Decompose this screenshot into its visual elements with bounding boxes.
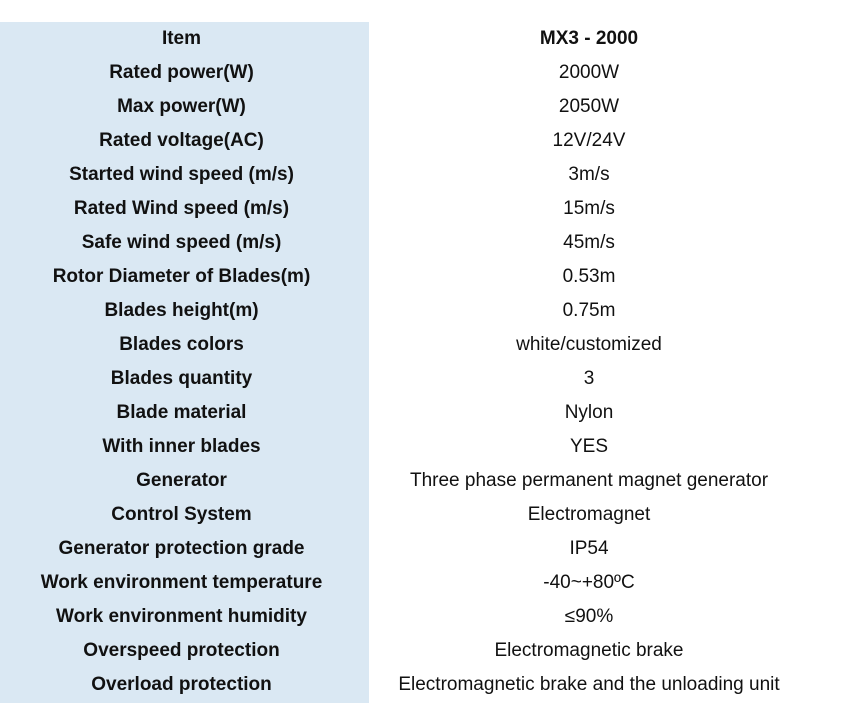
table-row: Rated Wind speed (m/s) 15m/s bbox=[0, 192, 851, 226]
row-label: Rated voltage(AC) bbox=[99, 130, 264, 151]
table-row: Blades quantity 3 bbox=[0, 362, 851, 396]
table-row: Started wind speed (m/s) 3m/s bbox=[0, 158, 851, 192]
row-value: 3m/s bbox=[568, 164, 610, 185]
row-label: Max power(W) bbox=[117, 96, 246, 117]
table-row: Blades colors white/customized bbox=[0, 328, 851, 362]
row-value: 15m/s bbox=[563, 198, 615, 219]
row-value: 0.75m bbox=[562, 300, 616, 321]
table-row: Generator protection grade IP54 bbox=[0, 532, 851, 566]
row-value: Three phase permanent magnet generator bbox=[409, 470, 769, 491]
row-value: 2000W bbox=[558, 62, 620, 83]
row-label: Generator protection grade bbox=[58, 538, 305, 559]
row-label: Blade material bbox=[116, 402, 247, 423]
row-label: Work environment temperature bbox=[40, 572, 323, 593]
row-label: Rated Wind speed (m/s) bbox=[73, 198, 290, 219]
row-value: 3 bbox=[583, 368, 595, 389]
row-value: YES bbox=[569, 436, 609, 457]
row-value: 45m/s bbox=[563, 232, 615, 253]
row-label: Generator bbox=[136, 470, 227, 491]
table-row: Rotor Diameter of Blades(m) 0.53m bbox=[0, 260, 851, 294]
row-value: white/customized bbox=[516, 334, 662, 355]
table-row: With inner blades YES bbox=[0, 430, 851, 464]
table-row: Max power(W) 2050W bbox=[0, 90, 851, 124]
row-label: Blades quantity bbox=[110, 368, 253, 389]
row-value: Electromagnetic brake and the unloading … bbox=[398, 674, 780, 695]
header-model: MX3 - 2000 bbox=[539, 28, 639, 49]
row-value: IP54 bbox=[569, 538, 609, 559]
table-row: Generator Three phase permanent magnet g… bbox=[0, 464, 851, 498]
row-label: Rotor Diameter of Blades(m) bbox=[52, 266, 311, 287]
row-label: Work environment humidity bbox=[56, 606, 307, 627]
row-label: Blades colors bbox=[119, 334, 244, 355]
row-value: Nylon bbox=[564, 402, 614, 423]
table-header-row: Item MX3 - 2000 bbox=[0, 22, 851, 56]
table-row: Rated power(W) 2000W bbox=[0, 56, 851, 90]
table-row: Blades height(m) 0.75m bbox=[0, 294, 851, 328]
row-value: 2050W bbox=[558, 96, 620, 117]
table-row: Safe wind speed (m/s) 45m/s bbox=[0, 226, 851, 260]
row-label: Rated power(W) bbox=[109, 62, 254, 83]
table-row: Blade material Nylon bbox=[0, 396, 851, 430]
row-label: Safe wind speed (m/s) bbox=[81, 232, 282, 253]
row-label: Overload protection bbox=[91, 674, 272, 695]
row-label: Blades height(m) bbox=[104, 300, 259, 321]
row-value: 12V/24V bbox=[552, 130, 626, 151]
table-row: Overspeed protection Electromagnetic bra… bbox=[0, 634, 851, 668]
row-value: ≤90% bbox=[564, 606, 614, 627]
label-column-background bbox=[0, 22, 369, 703]
spec-table: Item MX3 - 2000 Rated power(W) 2000W Max… bbox=[0, 22, 851, 703]
table-row: Control System Electromagnet bbox=[0, 498, 851, 532]
row-label: Control System bbox=[111, 504, 252, 525]
row-label: Started wind speed (m/s) bbox=[69, 164, 294, 185]
table-row: Overload protection Electromagnetic brak… bbox=[0, 668, 851, 702]
row-value: Electromagnetic brake bbox=[494, 640, 684, 661]
table-row: Work environment temperature -40~+80ºC bbox=[0, 566, 851, 600]
row-value: Electromagnet bbox=[527, 504, 651, 525]
table-row: Rated voltage(AC) 12V/24V bbox=[0, 124, 851, 158]
row-label: With inner blades bbox=[102, 436, 261, 457]
header-label: Item bbox=[161, 28, 202, 49]
table-row: Work environment humidity ≤90% bbox=[0, 600, 851, 634]
spec-rows: Item MX3 - 2000 Rated power(W) 2000W Max… bbox=[0, 22, 851, 702]
row-value: -40~+80ºC bbox=[543, 572, 635, 593]
row-label: Overspeed protection bbox=[83, 640, 280, 661]
row-value: 0.53m bbox=[562, 266, 616, 287]
